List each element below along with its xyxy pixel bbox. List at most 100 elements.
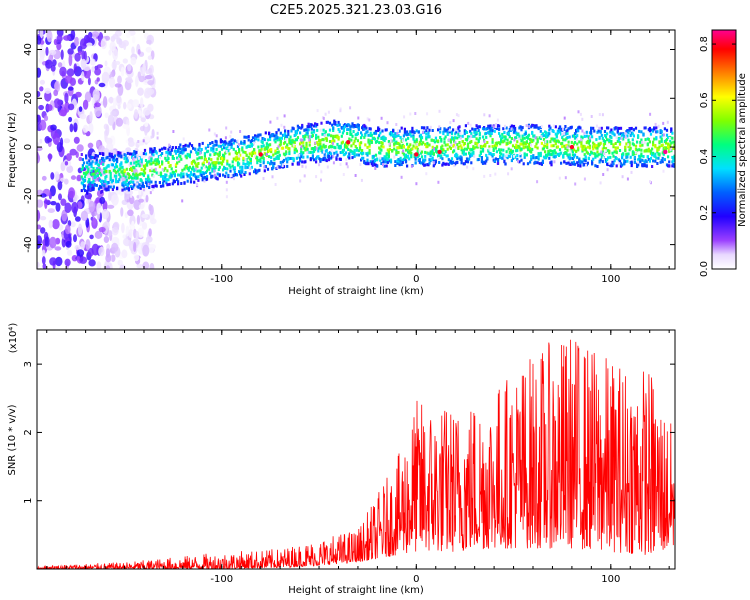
- spectrogram-ridge-cell: [525, 153, 528, 157]
- spectrogram-ridge-cell: [232, 141, 235, 145]
- spectrogram-noise-cell: [136, 263, 143, 269]
- spectrogram-ridge-cell: [231, 160, 234, 164]
- spectrogram-ridge-cell: [520, 128, 523, 132]
- spectrogram-halo-cell: [510, 127, 513, 131]
- spectrogram-ridge-cell: [601, 160, 604, 164]
- spectrogram-halo-cell: [402, 149, 405, 153]
- spectrogram-ridge-cell: [391, 131, 394, 135]
- spectrogram-ridge-cell: [600, 133, 603, 137]
- spectrogram-ridge-cell: [445, 162, 448, 166]
- spectrogram-ridge-cell: [202, 172, 205, 176]
- spectrogram-ridge-cell: [162, 181, 165, 185]
- spectrogram-halo-cell: [388, 142, 391, 146]
- spectrogram-ridge-cell: [195, 177, 198, 181]
- spectrogram-ridge-cell: [577, 126, 580, 130]
- spectrogram-ridge-cell: [109, 185, 112, 189]
- spectrogram-ridge-cell: [515, 136, 518, 140]
- spectrogram-ridge-cell: [348, 156, 351, 160]
- spectrogram-halo-cell: [454, 141, 457, 145]
- spectrogram-ridge-cell: [619, 126, 623, 130]
- spectrogram-ridge-cell: [314, 148, 317, 152]
- spectrogram-ridge-cell: [610, 142, 613, 145]
- spectrogram-ridge-cell: [220, 147, 224, 151]
- spectrogram-halo-cell: [577, 110, 580, 114]
- spectrogram-halo-cell: [468, 137, 471, 141]
- spectrogram-halo-cell: [156, 131, 159, 135]
- spectrogram-ridge-cell: [304, 160, 307, 164]
- spectrogram-ridge-cell: [672, 140, 675, 144]
- spectrogram-ridge-cell: [400, 163, 403, 166]
- spectrogram-ridge-cell: [348, 152, 351, 156]
- spectrogram-ridge-cell: [209, 165, 212, 169]
- spectrogram-ridge-cell: [499, 156, 502, 160]
- spectrogram-halo-cell: [159, 156, 161, 159]
- spectrogram-halo-cell: [534, 136, 537, 140]
- spectrogram-noise-cell: [127, 79, 134, 84]
- spectrogram-ridge-cell: [222, 173, 225, 177]
- spectrogram-ridge-cell: [591, 151, 594, 155]
- spectrogram-ridge-cell: [355, 148, 358, 152]
- spectrogram-ridge-cell: [496, 159, 500, 162]
- spectrogram-ridge-cell: [595, 144, 598, 148]
- spectrogram-halo-cell: [602, 173, 605, 176]
- spectrogram-halo-cell: [552, 124, 555, 128]
- spectrogram-halo-cell: [130, 194, 133, 198]
- spectrogram-ridge-cell: [161, 160, 164, 164]
- spectrogram-halo-cell: [583, 131, 586, 135]
- spectrogram-halo-cell: [662, 169, 665, 173]
- spectrogram-halo-cell: [624, 131, 627, 135]
- spectrogram-halo-cell: [626, 177, 629, 181]
- spectrogram-ridge-cell: [601, 150, 604, 154]
- spectrogram-ridge-cell: [625, 142, 628, 146]
- spectrogram-noise-cell: [74, 52, 81, 62]
- spectrogram-ridge-cell: [266, 145, 270, 149]
- spectrogram-ridge-cell: [660, 139, 663, 143]
- spectrogram-ridge-cell: [342, 148, 345, 152]
- spectrogram-halo-cell: [359, 163, 362, 166]
- spectrogram-halo-cell: [244, 158, 247, 162]
- spectrogram-halo-cell: [469, 123, 472, 127]
- spectrogram-halo-cell: [450, 143, 453, 147]
- spectrogram-ridge-cell: [667, 145, 670, 149]
- spectrogram-noise-cell: [150, 218, 157, 225]
- spectrogram-ridge-cell: [470, 132, 473, 136]
- spectrogram-ridge-cell: [441, 157, 444, 161]
- spectrogram-ridge-cell: [640, 152, 643, 156]
- spectrogram-ridge-cell: [398, 163, 401, 167]
- spectrogram-halo-cell: [382, 163, 384, 167]
- spectrogram-ridge-cell: [336, 124, 339, 127]
- spectrogram-ridge-cell: [118, 154, 121, 158]
- spectrogram-ridge-cell: [475, 131, 478, 135]
- spectrogram-ridge-cell: [218, 150, 221, 154]
- spectrogram-ridge-cell: [466, 144, 470, 148]
- spectrogram-ridge-cell: [515, 131, 518, 135]
- spectrogram-ridge-cell: [468, 157, 471, 161]
- spectrogram-halo-cell: [368, 118, 371, 122]
- spectrogram-ridge-cell: [450, 132, 454, 136]
- spectrogram-ridge-cell: [584, 155, 587, 159]
- spectrogram-ridge-cell: [89, 181, 92, 185]
- spectrogram-ridge-cell: [307, 135, 310, 139]
- spectrogram-ridge-cell: [535, 125, 538, 129]
- spectrogram-ridge-cell: [544, 150, 547, 154]
- spectrogram-ridge-cell: [478, 136, 481, 140]
- spectrogram-ridge-cell: [440, 139, 443, 143]
- spectrogram-ridge-cell: [81, 158, 84, 162]
- spectrogram-ridge-cell: [95, 154, 98, 158]
- spectrogram-ridge-cell: [159, 174, 163, 178]
- spectrogram-halo-cell: [322, 150, 325, 154]
- spectrogram-ridge-cell: [511, 149, 515, 153]
- spectrogram-ridge-cell: [374, 131, 378, 135]
- spectrogram-ridge-cell: [447, 158, 450, 162]
- spectrogram-ridge-cell: [509, 148, 512, 152]
- spectrogram-ridge-cell: [495, 127, 498, 131]
- spectrogram-noise-cell: [84, 91, 92, 103]
- spectrogram-ridge-cell: [201, 178, 204, 182]
- spectrogram-ridge-cell: [640, 138, 643, 142]
- spectrogram-ridge-cell: [193, 180, 196, 184]
- spectrogram-ridge-cell: [268, 131, 271, 135]
- spectrogram-ridge-cell: [326, 120, 329, 124]
- spectrogram-ridge-cell: [424, 163, 427, 167]
- spectrogram-ridge-cell: [147, 174, 150, 178]
- spectrogram-ridge-cell: [466, 160, 470, 164]
